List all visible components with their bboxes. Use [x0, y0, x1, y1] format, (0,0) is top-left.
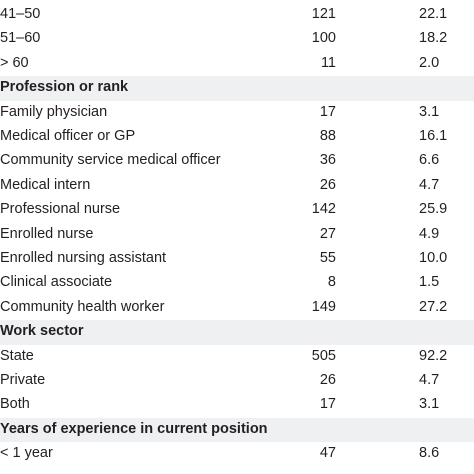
percent-cell: 2.0: [419, 54, 440, 71]
count-cell: 121: [311, 6, 336, 22]
table-row: Clinical associate 8 1.5: [0, 271, 474, 295]
count-cell: 149: [311, 298, 336, 315]
row-label: Community health worker: [0, 298, 165, 315]
percent-cell: 10.0: [419, 250, 448, 266]
count-cell: 88: [319, 128, 336, 144]
row-label: > 60: [0, 54, 29, 71]
table-row: State 505 92.2: [0, 345, 474, 369]
percent-cell: 6.6: [419, 152, 440, 169]
row-label: Enrolled nursing assistant: [0, 250, 167, 266]
table-row: Family physician 17 3.1: [0, 101, 474, 125]
table-row: Medical intern 26 4.7: [0, 174, 474, 198]
row-label: State: [0, 347, 34, 364]
count-cell: 27: [319, 225, 336, 242]
count-cell: 17: [319, 103, 336, 120]
section-title: Years of experience in current position: [0, 420, 268, 437]
count-cell: 55: [319, 250, 336, 266]
percent-cell: 4.7: [419, 176, 440, 193]
count-cell: 142: [311, 201, 336, 218]
count-cell: 17: [319, 396, 336, 413]
percent-cell: 25.9: [419, 201, 448, 218]
percent-cell: 1.5: [419, 274, 440, 291]
percent-cell: 3.1: [419, 396, 440, 413]
percent-cell: 4.9: [419, 225, 440, 242]
percent-cell: 8.6: [419, 445, 440, 462]
count-cell: 100: [311, 30, 336, 47]
count-cell: 36: [319, 152, 336, 169]
percent-cell: 22.1: [419, 6, 448, 22]
table-row: 41–50 121 22.1: [0, 3, 474, 27]
count-cell: 11: [320, 54, 336, 71]
count-cell: 26: [319, 176, 336, 193]
section-title: Profession or rank: [0, 79, 129, 96]
table-row: < 1 year 47 8.6: [0, 442, 474, 466]
row-label: Medical intern: [0, 176, 91, 193]
percent-cell: 3.1: [419, 103, 440, 120]
row-label: Professional nurse: [0, 201, 121, 218]
table-row: Both 17 3.1: [0, 393, 474, 417]
row-label: Community service medical officer: [0, 152, 221, 169]
table-row: Professional nurse 142 25.9: [0, 198, 474, 222]
table-row: Medical officer or GP 88 16.1: [0, 125, 474, 149]
row-label: Both: [0, 396, 30, 413]
count-cell: 26: [319, 372, 336, 388]
table-row: Private 26 4.7: [0, 369, 474, 393]
row-label: 51–60: [0, 30, 41, 47]
table-row: Enrolled nursing assistant 55 10.0: [0, 247, 474, 271]
table-row: Community service medical officer 36 6.6: [0, 149, 474, 173]
row-label: Private: [0, 372, 46, 388]
percent-cell: 92.2: [419, 347, 448, 364]
table-row: 51–60 100 18.2: [0, 27, 474, 51]
percent-cell: 27.2: [419, 298, 448, 315]
section-header-row: Profession or rank: [0, 76, 474, 101]
section-title: Work sector: [0, 323, 84, 340]
row-label: Enrolled nurse: [0, 225, 94, 242]
row-label: 41–50: [0, 6, 41, 22]
row-label: < 1 year: [0, 445, 53, 462]
percent-cell: 18.2: [419, 30, 448, 47]
section-header-row: Work sector: [0, 320, 474, 345]
table-row: Enrolled nurse 27 4.9: [0, 223, 474, 247]
row-label: Family physician: [0, 103, 108, 120]
percent-cell: 16.1: [419, 128, 448, 144]
table-row: Community health worker 149 27.2: [0, 296, 474, 320]
table-row: > 60 11 2.0: [0, 52, 474, 76]
row-label: Medical officer or GP: [0, 128, 136, 144]
count-cell: 47: [319, 445, 336, 462]
section-header-row: Years of experience in current position: [0, 417, 474, 443]
count-cell: 505: [311, 347, 336, 364]
row-label: Clinical associate: [0, 274, 113, 291]
count-cell: 8: [327, 274, 336, 291]
percent-cell: 4.7: [419, 372, 440, 388]
